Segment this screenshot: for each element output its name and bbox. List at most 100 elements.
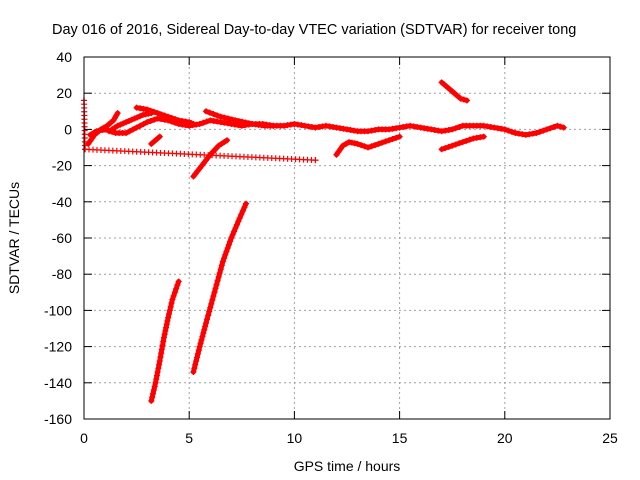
data-point xyxy=(212,285,219,292)
data-point xyxy=(207,117,214,124)
data-point xyxy=(543,126,550,133)
data-point xyxy=(298,122,305,129)
data-point xyxy=(508,128,515,135)
data-point xyxy=(372,142,379,149)
data-point xyxy=(149,394,156,401)
data-point xyxy=(117,121,124,128)
data-point xyxy=(156,133,163,140)
data-point xyxy=(340,125,347,132)
data-point xyxy=(210,117,217,124)
data-point xyxy=(137,122,144,129)
data-point xyxy=(159,342,166,349)
data-point xyxy=(203,320,210,327)
data-point xyxy=(232,225,239,232)
data-point xyxy=(208,300,215,307)
data-point xyxy=(222,251,229,258)
data-point xyxy=(421,125,428,132)
data-point xyxy=(346,139,353,146)
data-point xyxy=(114,110,121,117)
axis-ticks: 0 5 10 15 20 25 -160 -140 -120 -100 -80 -60 -40 -20 0 2… xyxy=(44,49,618,446)
data-point xyxy=(560,124,567,131)
data-point xyxy=(221,119,228,126)
data-point xyxy=(223,248,230,255)
data-point xyxy=(484,123,491,130)
data-point xyxy=(137,105,144,112)
data-point xyxy=(407,122,414,129)
data-point xyxy=(410,123,417,130)
data-point xyxy=(239,118,246,125)
data-point xyxy=(85,140,92,147)
data-point xyxy=(140,105,147,112)
data-point xyxy=(200,119,207,126)
x-tick-label: 20 xyxy=(497,430,513,446)
data-point xyxy=(379,139,386,146)
data-point xyxy=(435,127,442,134)
data-point xyxy=(202,323,209,330)
data-point xyxy=(294,121,301,128)
series-line xyxy=(333,134,403,158)
data-point xyxy=(139,111,146,118)
data-point xyxy=(163,321,170,328)
data-point xyxy=(287,121,294,128)
data-point xyxy=(305,123,312,130)
data-point xyxy=(375,140,382,147)
data-point xyxy=(284,122,291,129)
data-point xyxy=(211,289,218,296)
data-point xyxy=(396,133,403,140)
data-point xyxy=(232,117,239,124)
data-point xyxy=(536,128,543,135)
data-point xyxy=(137,113,144,120)
data-point xyxy=(120,120,127,127)
data-point xyxy=(89,134,96,141)
series-track-1-2-3-2h xyxy=(106,110,155,135)
data-point xyxy=(175,278,182,285)
data-point xyxy=(206,109,213,116)
data-point xyxy=(160,338,167,345)
data-point xyxy=(229,231,236,238)
data-point xyxy=(170,292,177,299)
x-axis-label: GPS time / hours xyxy=(294,458,401,474)
data-point xyxy=(459,139,466,146)
data-point xyxy=(382,138,389,145)
data-point xyxy=(195,347,202,354)
data-point xyxy=(557,123,564,130)
data-point xyxy=(190,120,197,127)
data-point xyxy=(158,346,165,353)
data-point xyxy=(150,390,157,397)
y-tick-label: 0 xyxy=(64,121,72,137)
data-point xyxy=(389,125,396,132)
data-point xyxy=(173,285,180,292)
data-point xyxy=(344,126,350,133)
y-tick-label: -60 xyxy=(52,230,72,246)
series-track-5-2-7-7h xyxy=(190,200,250,375)
data-point xyxy=(196,343,203,350)
y-tick-label: -40 xyxy=(52,194,72,210)
data-point xyxy=(213,281,220,288)
data-point xyxy=(428,126,435,133)
data-point xyxy=(157,354,164,361)
data-point xyxy=(457,95,464,102)
data-point xyxy=(463,97,470,104)
data-point xyxy=(351,127,358,134)
data-point xyxy=(393,125,400,132)
data-point xyxy=(235,218,242,225)
data-point xyxy=(228,116,235,123)
data-point xyxy=(424,125,431,132)
data-point xyxy=(190,368,197,375)
data-point xyxy=(466,136,473,143)
data-point xyxy=(165,113,172,120)
plot-frame xyxy=(83,56,611,420)
data-point xyxy=(414,123,421,130)
data-point xyxy=(233,221,240,228)
data-point xyxy=(221,255,228,262)
data-point xyxy=(152,379,159,386)
y-tick-label: -100 xyxy=(44,302,72,318)
data-point xyxy=(322,122,329,129)
data-point xyxy=(204,316,211,323)
data-point xyxy=(171,289,178,296)
data-point xyxy=(449,126,456,133)
data-point xyxy=(393,134,400,141)
data-point xyxy=(456,123,463,130)
data-point xyxy=(203,108,210,115)
